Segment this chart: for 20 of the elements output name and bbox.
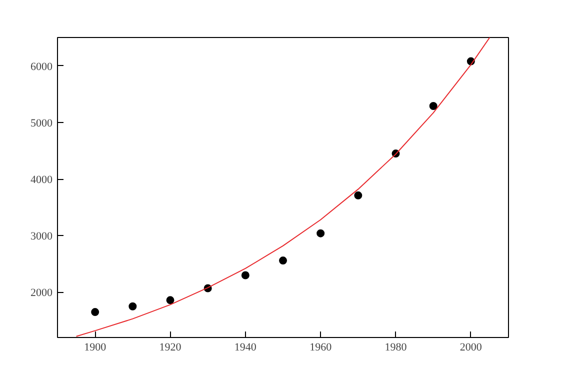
y-tick-label: 2000 <box>30 287 53 300</box>
point <box>354 191 362 200</box>
point <box>241 271 250 280</box>
line-series <box>76 38 490 337</box>
x-tick-label: 1920 <box>159 342 182 354</box>
x-tick-label: 1900 <box>84 342 107 354</box>
point <box>279 256 287 265</box>
point <box>91 308 100 316</box>
y-tick-label: 5000 <box>30 117 53 130</box>
x-tick-label: 1980 <box>384 342 408 354</box>
x-tick-label: 1940 <box>234 342 257 354</box>
point <box>429 102 438 110</box>
y-tick-label: 4000 <box>30 174 53 186</box>
point <box>166 296 174 304</box>
x-tick-label: 2000 <box>460 342 482 354</box>
x-tick-label: 1960 <box>310 342 332 354</box>
point <box>128 302 137 310</box>
y-tick-label: 3000 <box>30 230 53 243</box>
point <box>316 229 325 238</box>
y-tick-label: 6000 <box>30 60 53 73</box>
